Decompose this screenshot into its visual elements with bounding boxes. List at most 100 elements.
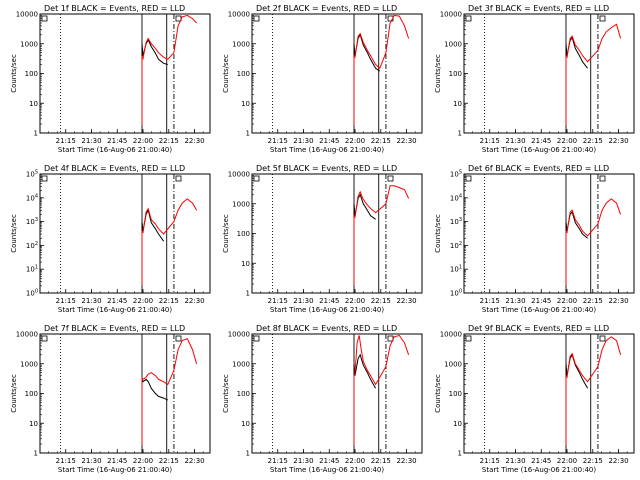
- x-tick-label: 21:15: [268, 457, 288, 465]
- y-tick-label: 10000: [228, 171, 250, 179]
- x-axis-label: Start Time (16-Aug-06 21:00:40): [482, 306, 596, 314]
- x-tick-label: 22:30: [608, 137, 628, 145]
- plot-frame: [463, 173, 635, 294]
- x-tick-label: 22:30: [608, 457, 628, 465]
- events-series-line: [141, 378, 169, 445]
- x-tick-label: 21:15: [480, 457, 500, 465]
- plot-title: Det 7f BLACK = Events, RED = LLD: [44, 324, 185, 333]
- x-tick-label: 21:15: [480, 137, 500, 145]
- x-tick-label: 22:00: [557, 457, 577, 465]
- y-tick-label: 100: [449, 390, 462, 398]
- x-tick-label: 21:30: [505, 457, 525, 465]
- y-tick-label: 100: [25, 390, 38, 398]
- x-tick-label: 22:15: [159, 457, 179, 465]
- detector-panel: Det 1f BLACK = Events, RED = LLD 1 10 100 10…: [10, 4, 211, 154]
- plot-frame: [251, 333, 423, 454]
- detector-panel: Det 5f BLACK = Events, RED = LLD 1 10 100 10…: [222, 164, 423, 314]
- x-tick-label: 22:00: [557, 137, 577, 145]
- x-tick-label: 21:45: [319, 137, 339, 145]
- y-tick-label: 100: [450, 289, 462, 298]
- events-series-line: [353, 193, 376, 285]
- y-tick-label: 10000: [440, 11, 462, 19]
- x-tick-label: 22:00: [345, 137, 365, 145]
- y-axis-label: Counts/sec: [10, 374, 18, 413]
- y-tick-label: 101: [26, 265, 38, 274]
- corner-box: [41, 335, 48, 342]
- y-tick-label: 100: [237, 70, 250, 78]
- corner-box: [253, 175, 260, 182]
- lld-series-line: [565, 23, 622, 125]
- y-tick-label: 1000: [444, 360, 462, 368]
- x-tick-label: 21:15: [480, 297, 500, 305]
- y-tick-label: 1: [34, 450, 38, 458]
- y-tick-label: 10000: [228, 11, 250, 19]
- plot-title: Det 1f BLACK = Events, RED = LLD: [44, 4, 185, 13]
- events-series-line: [353, 353, 377, 445]
- detector-panel: Det 7f BLACK = Events, RED = LLD 1 10 100 10…: [10, 324, 211, 474]
- y-tick-label: 100: [237, 230, 250, 238]
- corner-box: [41, 15, 48, 22]
- y-tick-label: 102: [450, 241, 462, 250]
- detector-panel: Det 3f BLACK = Events, RED = LLD 1 10 100 10…: [434, 4, 635, 154]
- lld-series-line: [565, 198, 622, 285]
- plot-title: Det 8f BLACK = Events, RED = LLD: [256, 324, 397, 333]
- x-tick-label: 22:15: [583, 457, 603, 465]
- x-tick-label: 21:45: [319, 297, 339, 305]
- detector-panel: Det 6f BLACK = Events, RED = LLD 100 101 10…: [434, 164, 635, 314]
- y-tick-label: 100: [449, 70, 462, 78]
- x-tick-label: 21:45: [531, 457, 551, 465]
- x-tick-label: 22:15: [159, 137, 179, 145]
- y-tick-label: 104: [26, 193, 38, 202]
- y-tick-label: 10000: [440, 331, 462, 339]
- x-tick-label: 22:15: [583, 137, 603, 145]
- x-tick-label: 21:30: [505, 137, 525, 145]
- y-tick-label: 102: [26, 241, 38, 250]
- y-tick-label: 100: [25, 70, 38, 78]
- x-axis-label: Start Time (16-Aug-06 21:00:40): [270, 306, 384, 314]
- x-tick-label: 22:15: [371, 457, 391, 465]
- plot-frame: [39, 13, 211, 134]
- corner-box: [599, 175, 606, 182]
- y-tick-label: 1000: [20, 40, 38, 48]
- x-tick-label: 22:30: [396, 297, 416, 305]
- x-tick-label: 21:45: [531, 137, 551, 145]
- x-tick-label: 21:45: [107, 457, 127, 465]
- x-tick-label: 22:00: [557, 297, 577, 305]
- x-tick-label: 22:30: [184, 297, 204, 305]
- y-axis-label: Counts/sec: [434, 374, 442, 413]
- x-axis-label: Start Time (16-Aug-06 21:00:40): [482, 466, 596, 474]
- y-tick-label: 1000: [20, 360, 38, 368]
- y-tick-label: 1: [458, 450, 462, 458]
- x-tick-label: 21:45: [531, 297, 551, 305]
- corner-box: [387, 175, 394, 182]
- x-tick-label: 21:15: [56, 297, 76, 305]
- y-tick-label: 104: [450, 193, 462, 202]
- x-tick-label: 22:15: [371, 297, 391, 305]
- corner-box: [465, 335, 472, 342]
- y-tick-label: 10000: [16, 331, 38, 339]
- y-axis-label: Counts/sec: [434, 214, 442, 253]
- x-axis-label: Start Time (16-Aug-06 21:00:40): [270, 146, 384, 154]
- x-tick-label: 22:30: [396, 457, 416, 465]
- plot-frame: [39, 173, 211, 294]
- corner-box: [253, 335, 260, 342]
- x-tick-label: 21:30: [505, 297, 525, 305]
- x-tick-label: 22:15: [371, 137, 391, 145]
- lld-series-line: [141, 337, 198, 445]
- y-tick-label: 101: [450, 265, 462, 274]
- y-tick-label: 1: [246, 450, 250, 458]
- y-tick-label: 1000: [232, 200, 250, 208]
- x-tick-label: 21:30: [293, 297, 313, 305]
- plot-frame: [251, 13, 423, 134]
- y-tick-label: 10: [453, 420, 462, 428]
- corner-box: [465, 175, 472, 182]
- y-tick-label: 100: [237, 390, 250, 398]
- y-axis-label: Counts/sec: [222, 54, 230, 93]
- y-axis-label: Counts/sec: [10, 54, 18, 93]
- x-tick-label: 21:15: [56, 137, 76, 145]
- y-tick-label: 10: [241, 420, 250, 428]
- y-tick-label: 10000: [16, 11, 38, 19]
- x-tick-label: 22:15: [583, 297, 603, 305]
- y-tick-label: 1000: [444, 40, 462, 48]
- lld-series-line: [141, 14, 197, 125]
